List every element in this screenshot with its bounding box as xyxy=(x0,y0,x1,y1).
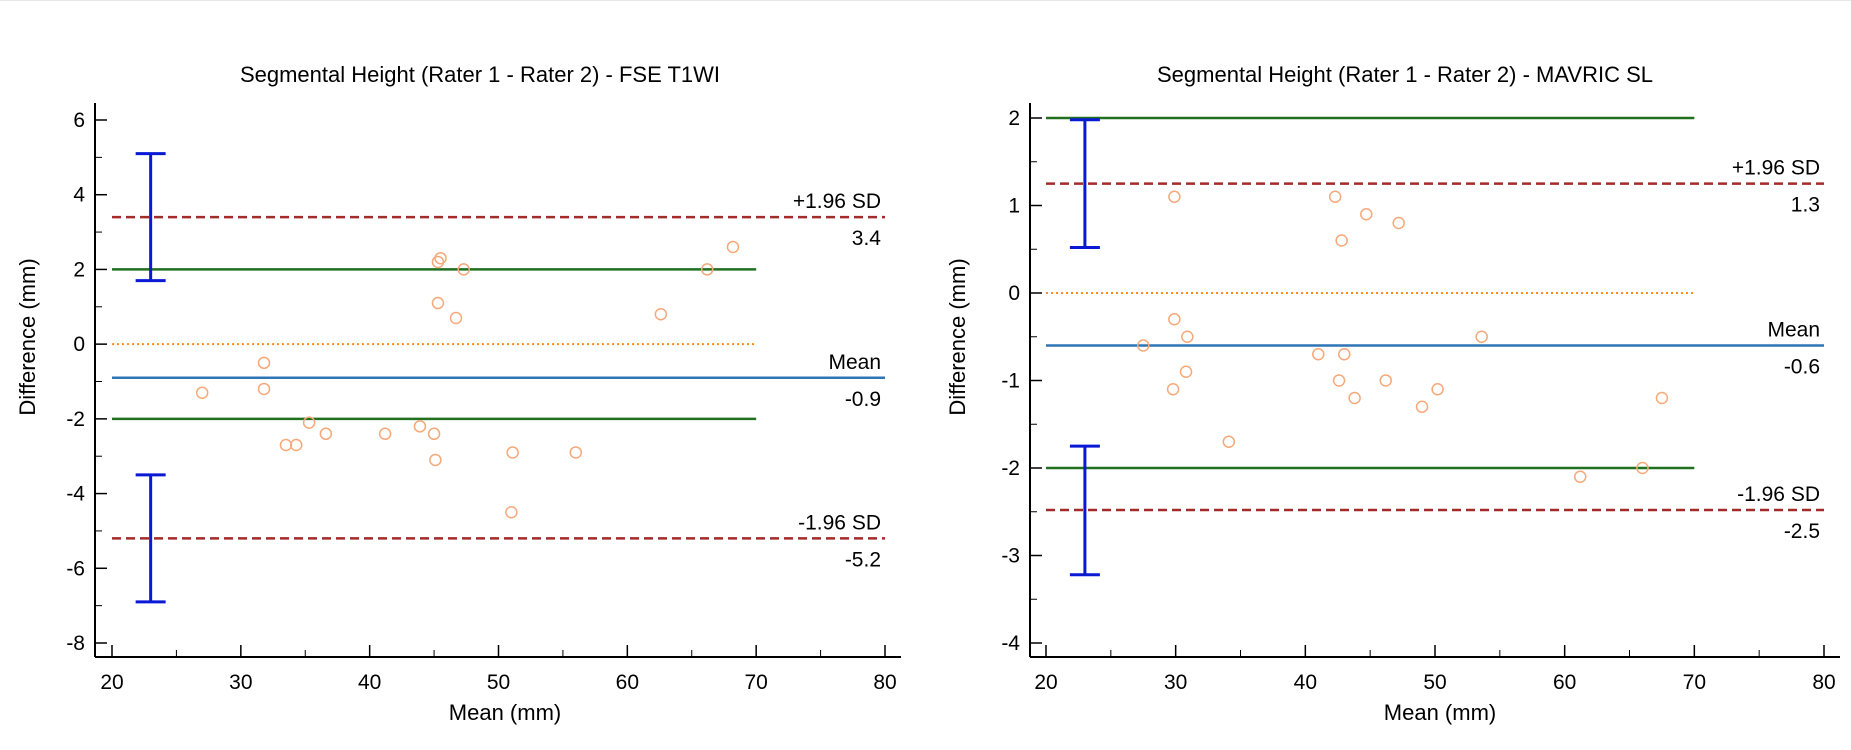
data-point xyxy=(700,263,714,276)
y-tick-label: -6 xyxy=(66,557,85,580)
data-point xyxy=(1348,391,1361,405)
data-point xyxy=(279,438,293,452)
x-tick-label: 40 xyxy=(1294,671,1317,694)
bland-altman-chart-mavric-sl: Segmental Height (Rater 1 - Rater 2) - M… xyxy=(945,62,1840,725)
mean-value: -0.6 xyxy=(1784,356,1820,379)
x-tick-label: 20 xyxy=(100,671,123,694)
data-point xyxy=(1415,400,1429,413)
y-tick-label: 1 xyxy=(1008,195,1020,218)
data-point xyxy=(195,386,209,399)
data-point xyxy=(413,420,427,433)
top-border xyxy=(0,0,1851,1)
data-point xyxy=(1392,216,1405,230)
x-tick-label: 60 xyxy=(1553,671,1576,694)
x-tick-label: 40 xyxy=(358,671,381,694)
data-point xyxy=(726,240,740,254)
data-point xyxy=(431,296,445,310)
x-tick-label: 80 xyxy=(1812,671,1835,694)
chart-title: Segmental Height (Rater 1 - Rater 2) - M… xyxy=(1157,62,1653,87)
x-axis-label: Mean (mm) xyxy=(449,700,561,725)
y-tick-label: -2 xyxy=(66,408,85,431)
data-point xyxy=(289,438,303,452)
data-point xyxy=(1222,435,1236,448)
data-point xyxy=(427,427,441,441)
lower-loa-value: -5.2 xyxy=(845,548,881,571)
data-point xyxy=(431,255,445,269)
mean-value: -0.9 xyxy=(845,388,881,411)
upper-loa-label: +1.96 SD xyxy=(793,190,881,213)
data-point xyxy=(506,446,519,459)
data-point xyxy=(505,506,518,519)
data-point xyxy=(1360,208,1373,221)
y-tick-label: -4 xyxy=(66,483,85,506)
chart-title: Segmental Height (Rater 1 - Rater 2) - F… xyxy=(240,62,720,87)
chart-panel-mavric-sl: Segmental Height (Rater 1 - Rater 2) - M… xyxy=(925,0,1850,750)
data-point xyxy=(1573,470,1587,483)
data-point xyxy=(1166,383,1180,396)
x-tick-label: 30 xyxy=(229,671,252,694)
data-point xyxy=(429,453,442,467)
data-point xyxy=(302,416,316,429)
data-point xyxy=(569,446,583,459)
x-tick-label: 60 xyxy=(616,671,639,694)
mean-label: Mean xyxy=(828,351,881,374)
y-tick-label: -1 xyxy=(1001,370,1020,393)
x-tick-label: 50 xyxy=(487,671,510,694)
lower-loa-label: -1.96 SD xyxy=(798,511,881,534)
data-point xyxy=(1179,365,1193,378)
y-tick-label: 6 xyxy=(73,109,85,132)
upper-loa-value: 3.4 xyxy=(852,227,882,250)
upper-loa-label: +1.96 SD xyxy=(1732,157,1820,180)
data-point xyxy=(1168,313,1181,326)
data-point xyxy=(654,308,668,321)
x-tick-label: 80 xyxy=(873,671,896,694)
y-tick-label: 0 xyxy=(73,333,85,356)
x-tick-label: 50 xyxy=(1423,671,1446,694)
x-tick-label: 20 xyxy=(1034,671,1057,694)
mean-label: Mean xyxy=(1767,319,1820,342)
lower-loa-label: -1.96 SD xyxy=(1737,483,1820,506)
y-tick-label: -8 xyxy=(66,632,85,655)
x-tick-label: 70 xyxy=(744,671,767,694)
lower-loa-value: -2.5 xyxy=(1784,520,1820,543)
data-point xyxy=(1431,383,1444,396)
data-point xyxy=(457,263,470,276)
bland-altman-chart-fse-t1wi: Segmental Height (Rater 1 - Rater 2) - F… xyxy=(15,62,901,725)
y-axis-label: Difference (mm) xyxy=(945,258,970,415)
data-point xyxy=(1337,348,1351,361)
y-tick-label: 0 xyxy=(1008,282,1020,305)
y-tick-label: -3 xyxy=(1001,545,1020,568)
upper-loa-value: 1.3 xyxy=(1791,194,1820,217)
data-point xyxy=(1312,348,1325,361)
data-point xyxy=(434,251,447,265)
data-point xyxy=(1328,190,1342,203)
data-point xyxy=(1636,461,1649,475)
x-tick-label: 30 xyxy=(1164,671,1187,694)
y-tick-label: 2 xyxy=(1008,107,1020,130)
data-point xyxy=(257,356,271,370)
data-point xyxy=(1335,234,1348,247)
y-axis-label: Difference (mm) xyxy=(15,258,40,415)
x-axis-label: Mean (mm) xyxy=(1384,700,1496,725)
data-point xyxy=(1181,330,1194,343)
y-tick-label: -4 xyxy=(1001,632,1020,655)
x-tick-label: 70 xyxy=(1683,671,1706,694)
data-point xyxy=(257,382,271,396)
data-point xyxy=(319,427,333,441)
data-point xyxy=(449,311,463,325)
data-point xyxy=(1475,330,1488,343)
data-point xyxy=(378,427,392,441)
y-tick-label: 2 xyxy=(73,258,85,281)
data-point xyxy=(1655,391,1669,405)
y-tick-label: -2 xyxy=(1001,457,1020,480)
data-point xyxy=(1137,339,1150,352)
data-point xyxy=(1379,374,1392,387)
y-tick-label: 4 xyxy=(73,184,85,207)
data-point xyxy=(1168,190,1181,203)
data-point xyxy=(1332,374,1346,387)
chart-panel-fse-t1wi: Segmental Height (Rater 1 - Rater 2) - F… xyxy=(0,0,925,750)
